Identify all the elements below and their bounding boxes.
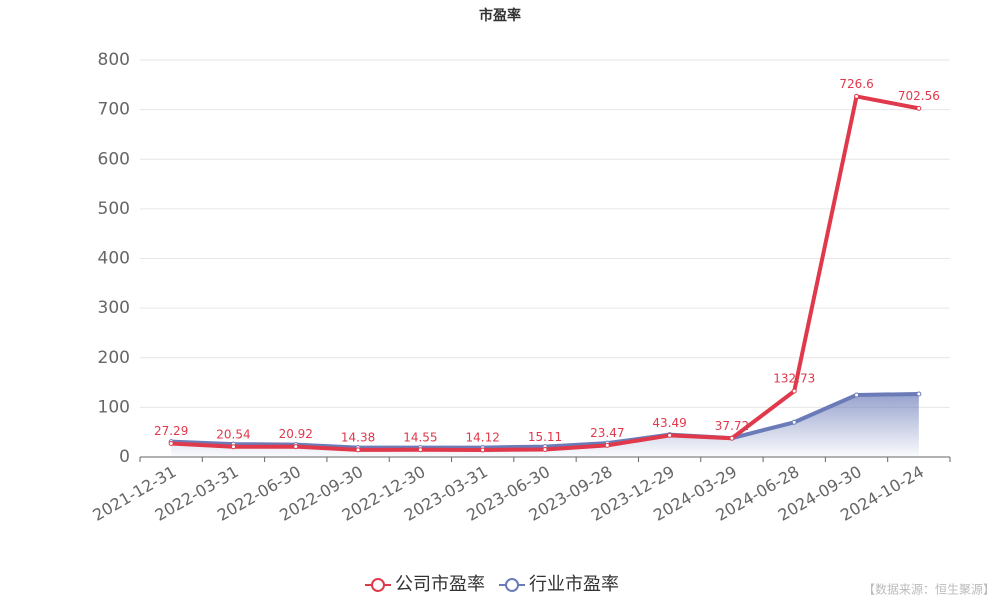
y-tick-label: 600 xyxy=(98,149,130,169)
data-label: 27.29 xyxy=(154,424,188,438)
point xyxy=(293,444,299,450)
legend-item: 公司市盈率 xyxy=(365,574,485,595)
source: 【数据来源：恒生聚源】 xyxy=(863,582,995,597)
point xyxy=(230,444,236,450)
point xyxy=(168,440,174,446)
y-tick-label: 0 xyxy=(119,447,130,467)
legend-marker xyxy=(371,578,385,592)
legend-label: 行业市盈率 xyxy=(529,574,619,595)
point xyxy=(854,93,860,99)
legend-marker xyxy=(505,578,519,592)
y-tick-label: 400 xyxy=(98,249,130,269)
data-label: 726.6 xyxy=(839,77,873,91)
data-label: 37.72 xyxy=(715,419,749,433)
data-label: 14.55 xyxy=(403,430,437,444)
legend-item: 行业市盈率 xyxy=(499,574,619,595)
y-tick-label: 300 xyxy=(98,298,130,318)
data-label: 23.47 xyxy=(590,426,624,440)
data-label: 15.11 xyxy=(528,430,562,444)
y-tick-label: 500 xyxy=(98,199,130,219)
y-tick-label: 800 xyxy=(98,50,130,70)
data-label: 43.49 xyxy=(652,416,686,430)
y-tick-label: 200 xyxy=(98,348,130,368)
point xyxy=(667,432,673,438)
point xyxy=(791,388,797,394)
point xyxy=(480,447,486,453)
data-label: 132.73 xyxy=(773,372,815,386)
legend-label: 公司市盈率 xyxy=(395,574,485,595)
point xyxy=(417,447,423,453)
data-label: 702.56 xyxy=(898,89,940,103)
data-label: 14.38 xyxy=(341,430,375,444)
data-label: 20.92 xyxy=(279,427,313,441)
y-tick-label: 100 xyxy=(98,397,130,417)
data-label: 14.12 xyxy=(466,430,500,444)
point xyxy=(604,442,610,448)
point xyxy=(916,105,922,111)
line xyxy=(171,94,920,452)
area xyxy=(171,393,919,457)
chart-title: 市盈率 xyxy=(479,7,521,24)
data-label: 20.54 xyxy=(216,427,250,441)
y-tick-label: 700 xyxy=(98,100,130,120)
point xyxy=(542,447,548,453)
point xyxy=(791,419,797,425)
point xyxy=(355,447,361,453)
point xyxy=(916,391,922,397)
point xyxy=(854,392,860,398)
point xyxy=(729,435,735,441)
